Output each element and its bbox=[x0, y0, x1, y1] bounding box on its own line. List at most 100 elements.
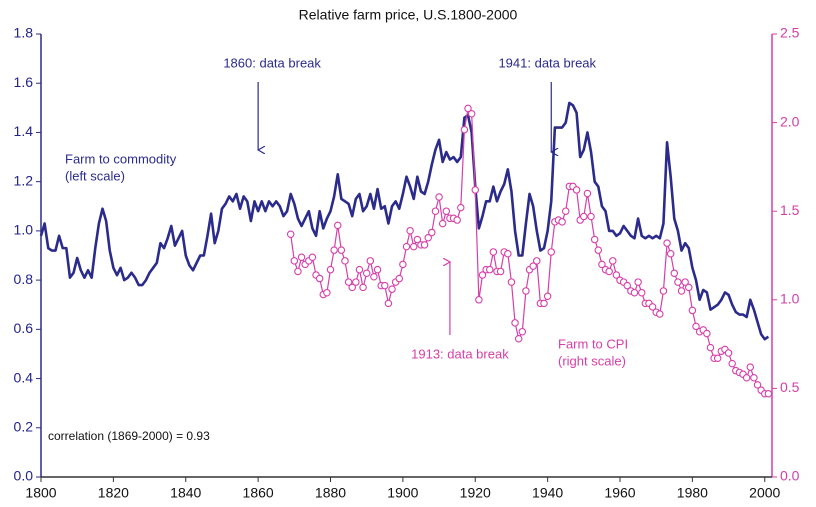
point bbox=[286, 230, 295, 238]
point bbox=[409, 242, 418, 251]
point bbox=[547, 248, 556, 256]
y2-tick-label: 2.0 bbox=[780, 113, 800, 129]
point bbox=[420, 241, 429, 249]
point bbox=[594, 246, 603, 254]
point bbox=[478, 271, 487, 279]
point bbox=[460, 125, 469, 134]
x-tick-label: 2000 bbox=[749, 485, 780, 501]
point bbox=[728, 359, 736, 368]
x-tick-label: 1820 bbox=[98, 485, 129, 501]
point bbox=[435, 193, 443, 201]
point bbox=[666, 249, 675, 258]
point bbox=[428, 228, 436, 237]
point bbox=[677, 287, 686, 295]
point bbox=[572, 186, 581, 194]
point bbox=[634, 278, 642, 286]
y-tick-label: 1.2 bbox=[14, 172, 34, 188]
point bbox=[496, 267, 505, 276]
point bbox=[507, 278, 516, 286]
point bbox=[518, 327, 527, 336]
point bbox=[373, 265, 382, 274]
point bbox=[457, 203, 465, 212]
series-label: Farm to commodity bbox=[65, 151, 177, 166]
point bbox=[504, 249, 512, 258]
note: correlation (1869-2000) = 0.93 bbox=[48, 429, 210, 443]
point bbox=[413, 235, 422, 244]
point bbox=[764, 389, 773, 398]
point bbox=[609, 257, 617, 265]
x-tick-label: 1880 bbox=[315, 485, 346, 501]
point bbox=[366, 257, 375, 265]
point bbox=[529, 262, 537, 270]
point bbox=[323, 288, 331, 297]
point bbox=[540, 299, 548, 308]
point bbox=[706, 343, 715, 352]
y2-tick-label: 2.5 bbox=[780, 25, 800, 41]
point bbox=[561, 207, 570, 215]
point bbox=[467, 109, 476, 118]
annotation: 1860: data break bbox=[223, 55, 321, 70]
chart-title: Relative farm price, U.S.1800-2000 bbox=[299, 7, 518, 23]
series-label: Farm to CPI bbox=[558, 336, 628, 351]
y-tick-label: 0.4 bbox=[14, 369, 34, 385]
point bbox=[580, 212, 588, 221]
point bbox=[330, 246, 338, 254]
y2-tick-label: 1.0 bbox=[780, 291, 800, 307]
point bbox=[590, 235, 599, 244]
point bbox=[399, 260, 407, 269]
point bbox=[692, 322, 700, 331]
point bbox=[583, 189, 592, 198]
point bbox=[630, 288, 639, 297]
point bbox=[471, 186, 480, 194]
point bbox=[623, 281, 631, 290]
x-tick-label: 1840 bbox=[170, 485, 201, 501]
point bbox=[724, 349, 733, 357]
point bbox=[395, 274, 404, 283]
point bbox=[587, 212, 595, 221]
point bbox=[659, 287, 668, 295]
point bbox=[742, 374, 751, 382]
annotation: 1941: data break bbox=[498, 55, 596, 70]
point bbox=[290, 257, 299, 265]
point bbox=[612, 271, 621, 279]
point bbox=[341, 257, 349, 265]
point bbox=[514, 335, 523, 343]
point bbox=[438, 219, 447, 228]
y-tick-label: 1.4 bbox=[14, 123, 34, 139]
x-tick-label: 1800 bbox=[25, 485, 56, 501]
point bbox=[402, 242, 411, 251]
point bbox=[648, 303, 657, 311]
point bbox=[543, 292, 552, 301]
point bbox=[315, 274, 324, 283]
point bbox=[352, 278, 360, 286]
point bbox=[753, 381, 762, 389]
point bbox=[348, 283, 356, 292]
point bbox=[674, 278, 682, 286]
x-tick-label: 1900 bbox=[387, 485, 418, 501]
point bbox=[297, 253, 306, 262]
point bbox=[453, 216, 461, 224]
x-tick-label: 1980 bbox=[677, 485, 708, 501]
y-tick-label: 1.8 bbox=[14, 25, 34, 41]
point bbox=[663, 239, 671, 247]
point bbox=[344, 278, 353, 286]
y2-tick-label: 1.5 bbox=[780, 202, 800, 218]
series-line bbox=[39, 101, 770, 341]
x-tick-label: 1960 bbox=[604, 485, 635, 501]
point bbox=[598, 260, 606, 269]
x-tick-label: 1860 bbox=[243, 485, 274, 501]
y-tick-label: 0.6 bbox=[14, 320, 34, 336]
point bbox=[637, 288, 646, 297]
point bbox=[746, 363, 755, 371]
point bbox=[464, 104, 472, 113]
series-label: (left scale) bbox=[65, 168, 125, 183]
point bbox=[489, 248, 498, 256]
y-tick-label: 1.0 bbox=[14, 222, 34, 238]
point bbox=[333, 221, 342, 230]
point bbox=[605, 267, 613, 276]
y2-tick-label: 0.0 bbox=[780, 468, 800, 484]
x-tick-label: 1920 bbox=[460, 485, 491, 501]
point bbox=[703, 329, 711, 338]
point bbox=[370, 273, 378, 281]
